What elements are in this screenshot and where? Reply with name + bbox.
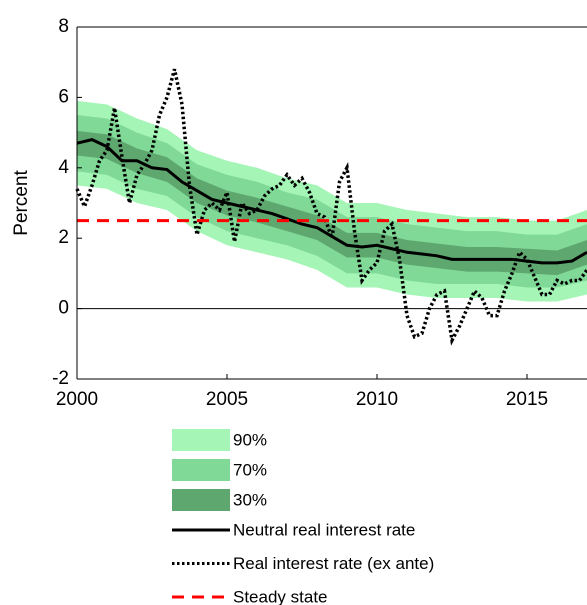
y-axis-label: Percent — [11, 170, 32, 236]
y-tick-label: 6 — [58, 86, 69, 107]
x-tick-label: 2010 — [356, 389, 398, 410]
legend-label: 70% — [233, 460, 267, 479]
y-tick-label: 2 — [58, 227, 69, 248]
x-tick-label: 2005 — [206, 389, 248, 410]
legend-label: Steady state — [233, 587, 328, 605]
y-tick-label: 0 — [58, 298, 69, 319]
x-tick-label: 2015 — [506, 389, 548, 410]
x-tick-label: 2000 — [56, 389, 98, 410]
legend-label: 90% — [233, 430, 267, 449]
legend-swatch — [172, 459, 230, 481]
legend-swatch — [172, 489, 230, 511]
legend-label: Real interest rate (ex ante) — [233, 554, 434, 573]
y-tick-label: 8 — [58, 16, 69, 37]
legend-swatch — [172, 429, 230, 451]
legend-label: 30% — [233, 490, 267, 509]
legend-label: Neutral real interest rate — [233, 520, 415, 539]
y-tick-label: 4 — [58, 157, 69, 178]
confidence-band — [77, 115, 587, 288]
y-tick-label: -2 — [52, 368, 69, 389]
